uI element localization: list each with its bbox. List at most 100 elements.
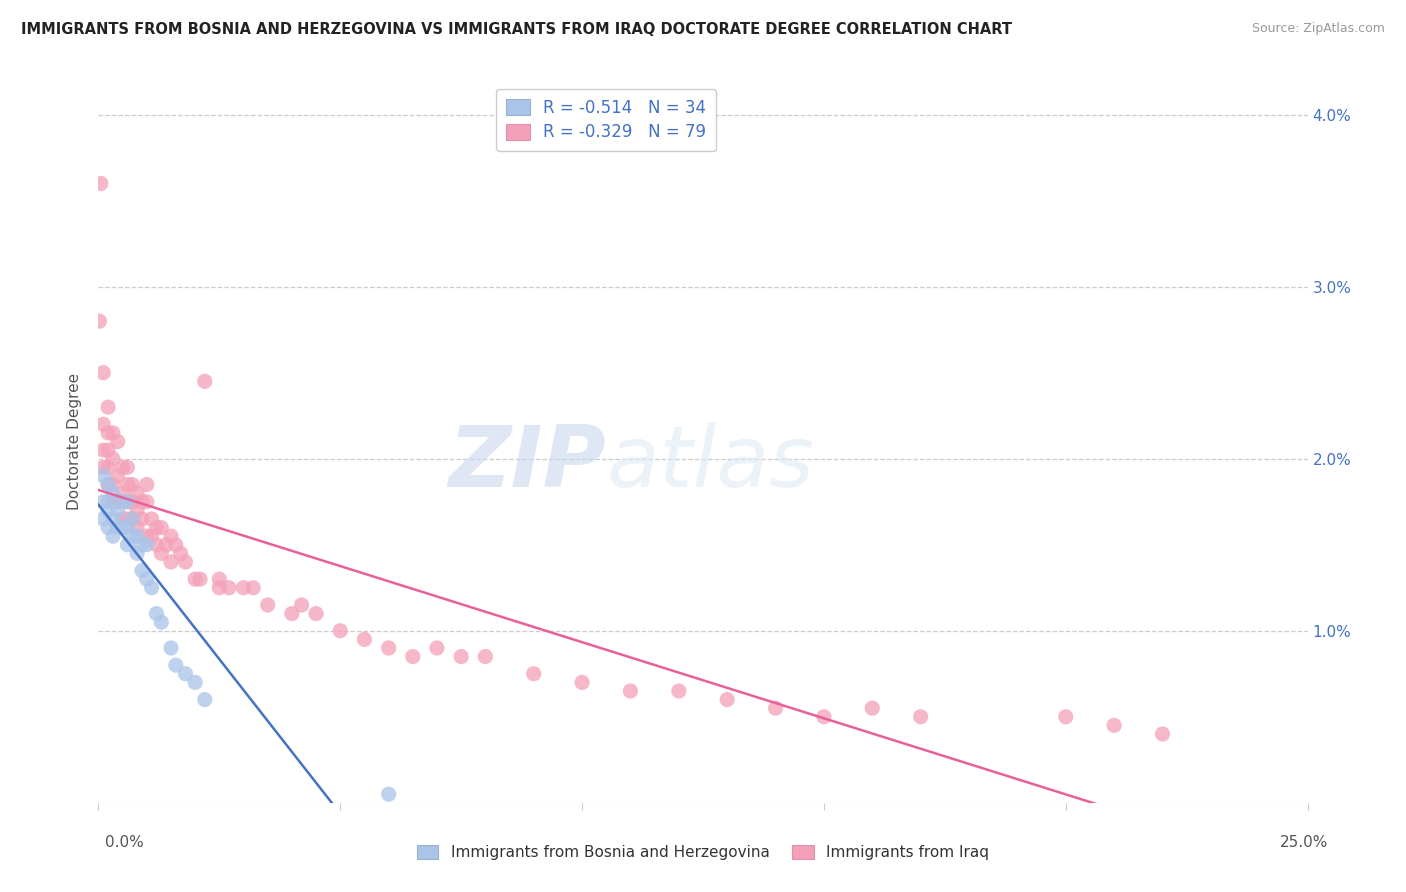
Point (160, 640, 183, 655)
Point (127, 503, 149, 517)
Point (101, 486, 124, 500)
Point (91, 443, 114, 458)
Point (107, 503, 129, 517)
Point (165, 538, 187, 552)
Point (97, 460, 120, 475)
Point (174, 555, 197, 569)
Point (169, 546, 191, 560)
Point (188, 572, 211, 586)
Point (813, 710, 835, 724)
Point (127, 546, 149, 560)
Point (208, 572, 231, 586)
Point (121, 512, 143, 526)
Point (281, 607, 304, 621)
Point (232, 581, 254, 595)
Point (619, 684, 641, 698)
Point (107, 434, 129, 449)
Point (117, 477, 139, 491)
Point (571, 675, 593, 690)
Point (860, 701, 883, 715)
Point (121, 477, 143, 491)
Point (111, 460, 134, 475)
Point (402, 649, 425, 664)
Point (97, 400, 120, 414)
Point (97, 503, 120, 517)
Point (155, 538, 177, 552)
Text: Source: ZipAtlas.com: Source: ZipAtlas.com (1251, 22, 1385, 36)
Legend: R = -0.514   N = 34, R = -0.329   N = 79: R = -0.514 N = 34, R = -0.329 N = 79 (496, 88, 716, 152)
Point (91, 512, 114, 526)
Point (91, 366, 114, 380)
Point (131, 538, 153, 552)
Point (716, 692, 738, 706)
Point (450, 649, 472, 664)
Point (107, 494, 129, 508)
Point (107, 520, 129, 534)
Point (1152, 727, 1174, 741)
Point (426, 640, 449, 655)
Point (97, 494, 120, 508)
Point (174, 666, 197, 681)
Point (135, 529, 157, 543)
Point (101, 512, 124, 526)
Point (97, 425, 120, 440)
Text: atlas: atlas (606, 422, 814, 505)
Point (141, 512, 163, 526)
Point (101, 494, 124, 508)
Point (242, 581, 264, 595)
Point (121, 494, 143, 508)
Text: IMMIGRANTS FROM BOSNIA AND HERZEGOVINA VS IMMIGRANTS FROM IRAQ DOCTORATE DEGREE : IMMIGRANTS FROM BOSNIA AND HERZEGOVINA V… (21, 22, 1012, 37)
Point (290, 598, 312, 612)
Point (127, 486, 149, 500)
Point (135, 572, 157, 586)
Point (127, 520, 149, 534)
Point (117, 512, 139, 526)
Point (377, 787, 399, 801)
Point (150, 615, 173, 630)
Point (765, 701, 787, 715)
Point (1054, 710, 1077, 724)
Point (194, 375, 217, 389)
Point (353, 632, 375, 647)
Point (141, 529, 163, 543)
Point (474, 649, 496, 664)
Point (160, 555, 183, 569)
Point (135, 494, 157, 508)
Point (150, 546, 173, 560)
Point (111, 512, 134, 526)
Point (184, 572, 207, 586)
Point (101, 477, 124, 491)
Point (377, 640, 399, 655)
Point (135, 477, 157, 491)
Point (91, 417, 114, 432)
Point (131, 512, 153, 526)
Point (135, 538, 157, 552)
Point (131, 494, 153, 508)
Point (117, 494, 139, 508)
Point (91, 494, 114, 508)
Point (111, 486, 134, 500)
Text: ZIP: ZIP (449, 422, 606, 505)
Point (101, 451, 124, 466)
Point (1102, 718, 1125, 732)
Point (329, 624, 352, 638)
Y-axis label: Doctorate Degree: Doctorate Degree (67, 373, 83, 510)
Point (89, 314, 111, 328)
Text: 25.0%: 25.0% (1281, 836, 1329, 850)
Point (91, 469, 114, 483)
Point (910, 710, 932, 724)
Point (145, 520, 167, 534)
Point (97, 477, 120, 491)
Point (121, 512, 143, 526)
Point (117, 494, 139, 508)
Point (117, 520, 139, 534)
Point (121, 529, 143, 543)
Point (97, 443, 120, 458)
Point (256, 598, 278, 612)
Point (165, 658, 187, 673)
Point (145, 538, 167, 552)
Point (160, 529, 183, 543)
Point (111, 494, 134, 508)
Point (117, 538, 139, 552)
Text: 0.0%: 0.0% (105, 836, 145, 850)
